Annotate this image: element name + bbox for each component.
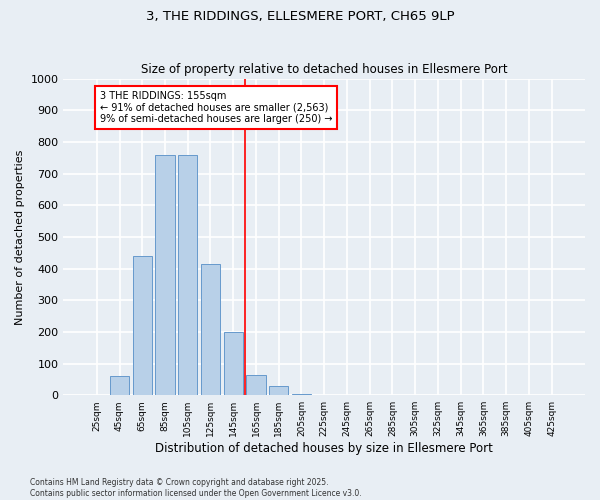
Text: Contains HM Land Registry data © Crown copyright and database right 2025.
Contai: Contains HM Land Registry data © Crown c… [30,478,362,498]
Bar [269,386,289,395]
Title: Size of property relative to detached houses in Ellesmere Port: Size of property relative to detached ho… [141,63,508,76]
Bar [133,256,152,395]
Bar [542,394,561,395]
Bar [178,154,197,395]
Y-axis label: Number of detached properties: Number of detached properties [15,149,25,324]
Bar [201,264,220,395]
Text: 3 THE RIDDINGS: 155sqm
← 91% of detached houses are smaller (2,563)
9% of semi-d: 3 THE RIDDINGS: 155sqm ← 91% of detached… [100,91,332,124]
Bar [247,374,266,395]
Bar [110,376,129,395]
Bar [155,154,175,395]
X-axis label: Distribution of detached houses by size in Ellesmere Port: Distribution of detached houses by size … [155,442,493,455]
Bar [224,332,243,395]
Text: 3, THE RIDDINGS, ELLESMERE PORT, CH65 9LP: 3, THE RIDDINGS, ELLESMERE PORT, CH65 9L… [146,10,454,23]
Bar [292,394,311,395]
